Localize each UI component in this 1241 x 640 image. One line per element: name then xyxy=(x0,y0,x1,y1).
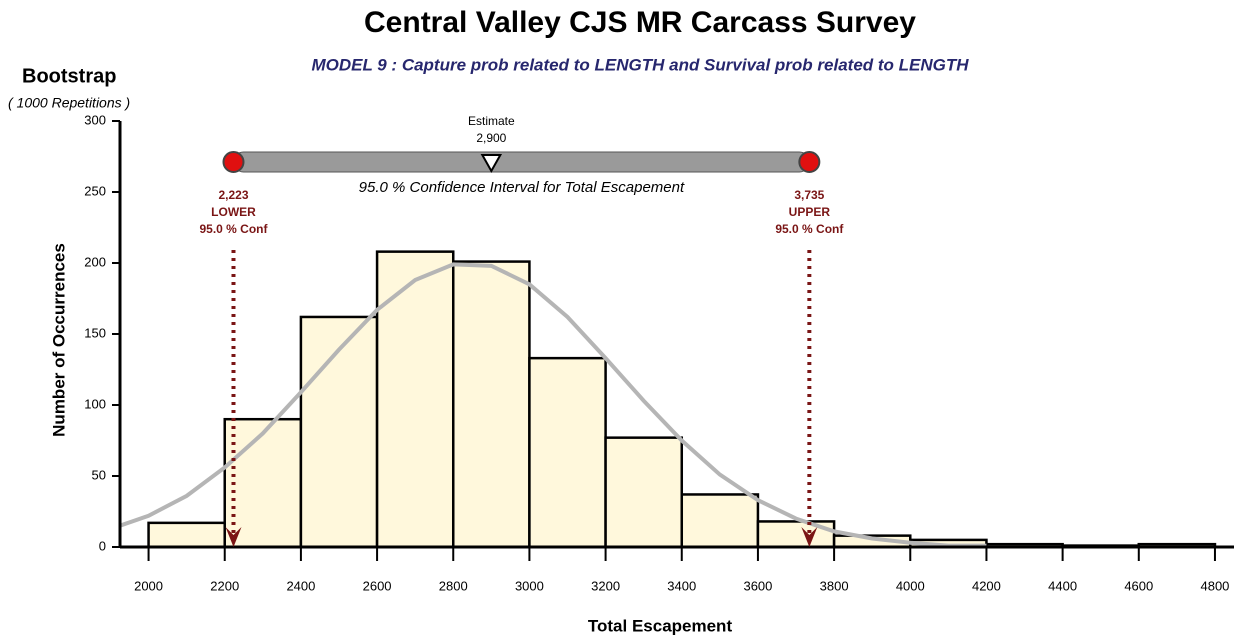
corner-title: Bootstrap xyxy=(22,65,116,87)
chart-title: Central Valley CJS MR Carcass Survey xyxy=(364,6,916,39)
histogram-bar xyxy=(451,260,531,549)
corner-subtitle: ( 1000 Repetitions ) xyxy=(8,95,130,111)
estimate-label: Estimate xyxy=(468,114,515,128)
normal-curve xyxy=(119,262,987,548)
x-tick-label: 4600 xyxy=(1124,578,1153,593)
upper-point xyxy=(798,151,821,173)
estimate-value: 2,900 xyxy=(476,131,506,145)
histogram-bar xyxy=(147,521,226,549)
x-tick-label: 4800 xyxy=(1200,578,1229,593)
x-tick-label: 3600 xyxy=(743,578,772,593)
histogram-bar xyxy=(680,493,760,549)
histogram-bar xyxy=(375,250,455,549)
histogram-bar xyxy=(528,356,607,549)
lower-conf: 95.0 % Conf xyxy=(199,222,268,236)
y-tick-label: 0 xyxy=(99,538,106,553)
x-tick-label: 4000 xyxy=(896,578,925,593)
lower-label: LOWER xyxy=(211,205,256,219)
x-tick-label: 2200 xyxy=(210,578,239,593)
y-tick-label: 200 xyxy=(84,254,106,269)
x-tick-label: 2600 xyxy=(363,578,392,593)
histogram-bar xyxy=(756,520,836,549)
histogram-bar xyxy=(223,417,303,549)
lower-arrow-head xyxy=(225,527,242,547)
lower-value: 2,223 xyxy=(218,188,248,202)
x-tick-label: 4400 xyxy=(1048,578,1077,593)
upper-value: 3,735 xyxy=(794,188,824,202)
x-tick-label: 2400 xyxy=(286,578,315,593)
confidence-bar xyxy=(232,151,810,173)
y-tick-label: 100 xyxy=(84,396,106,411)
x-tick-label: 2800 xyxy=(439,578,468,593)
histogram-bar xyxy=(299,315,379,549)
y-tick-label: 150 xyxy=(84,325,106,340)
x-tick-label: 3200 xyxy=(591,578,620,593)
x-tick-label: 2000 xyxy=(134,578,163,593)
chart-subtitle: MODEL 9 : Capture prob related to LENGTH… xyxy=(311,55,969,74)
lower-point xyxy=(222,151,245,173)
upper-conf: 95.0 % Conf xyxy=(775,222,844,236)
x-axis-label: Total Escapement xyxy=(588,616,733,635)
x-tick-label: 4200 xyxy=(972,578,1001,593)
upper-label: UPPER xyxy=(789,205,831,219)
y-tick-label: 250 xyxy=(84,183,106,198)
estimate-marker xyxy=(480,154,503,174)
upper-arrow-head xyxy=(801,527,818,547)
y-tick-label: 50 xyxy=(92,467,106,482)
interval-label: 95.0 % Confidence Interval for Total Esc… xyxy=(359,179,685,196)
x-tick-label: 3000 xyxy=(515,578,544,593)
y-tick-label: 300 xyxy=(84,112,106,127)
x-tick-label: 3800 xyxy=(820,578,849,593)
x-tick-label: 3400 xyxy=(667,578,696,593)
histogram-bar xyxy=(604,436,684,549)
y-axis-label: Number of Occurrences xyxy=(49,243,68,437)
